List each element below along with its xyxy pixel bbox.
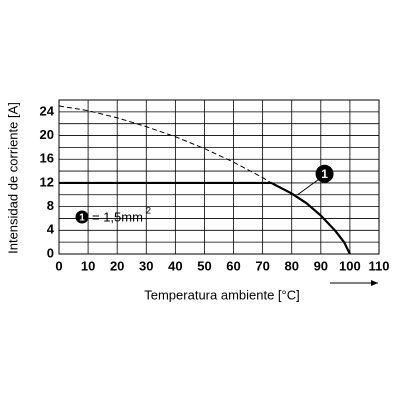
x-tick-label: 70 xyxy=(255,258,269,273)
x-tick-label: 90 xyxy=(314,258,328,273)
note-sup: 2 xyxy=(146,205,151,215)
y-tick-label: 24 xyxy=(40,103,55,118)
note-marker: 1 xyxy=(79,213,85,224)
callout-badge xyxy=(315,164,334,183)
x-tick-label: 20 xyxy=(110,258,124,273)
y-axis-label: Intensidad de corriente [A] xyxy=(5,102,20,254)
x-tick-label: 80 xyxy=(284,258,298,273)
series-line xyxy=(58,105,272,184)
note-text: = 1,5mm xyxy=(92,209,143,224)
y-tick-label: 20 xyxy=(40,127,54,142)
x-axis-label: Temperatura ambiente [°C] xyxy=(144,287,300,302)
x-tick-label: 50 xyxy=(197,258,211,273)
y-tick-label: 12 xyxy=(40,174,54,189)
callout-leader xyxy=(297,178,320,196)
x-tick-label: 110 xyxy=(369,258,390,273)
x-tick-label: 0 xyxy=(55,258,62,273)
y-tick-label: 4 xyxy=(47,222,55,237)
y-tick-label: 16 xyxy=(40,151,54,166)
note-badge xyxy=(75,210,89,224)
x-tick-label: 10 xyxy=(81,258,95,273)
series-line xyxy=(59,181,351,255)
x-tick-label: 30 xyxy=(139,258,153,273)
x-tick-label: 60 xyxy=(226,258,240,273)
x-tick-label: 100 xyxy=(339,258,361,273)
callout-label: 1 xyxy=(321,167,328,181)
plot-frame xyxy=(58,99,380,255)
x-tick-label: 40 xyxy=(168,258,182,273)
y-tick-label: 0 xyxy=(47,245,54,260)
y-tick-label: 8 xyxy=(47,198,54,213)
